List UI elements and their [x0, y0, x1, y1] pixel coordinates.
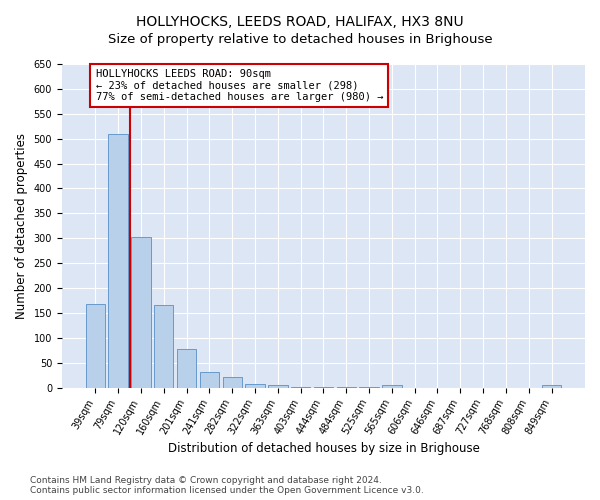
Bar [223, 376, 242, 388]
Text: HOLLYHOCKS LEEDS ROAD: 90sqm
← 23% of detached houses are smaller (298)
77% of s: HOLLYHOCKS LEEDS ROAD: 90sqm ← 23% of de… [95, 69, 383, 102]
Y-axis label: Number of detached properties: Number of detached properties [15, 133, 28, 319]
Bar [268, 385, 287, 388]
Bar [245, 384, 265, 388]
Bar [542, 385, 561, 388]
X-axis label: Distribution of detached houses by size in Brighouse: Distribution of detached houses by size … [167, 442, 479, 455]
Text: Size of property relative to detached houses in Brighouse: Size of property relative to detached ho… [107, 32, 493, 46]
Bar [109, 134, 128, 388]
Bar [382, 385, 401, 388]
Bar [177, 348, 196, 388]
Bar [86, 304, 105, 388]
Bar [154, 306, 173, 388]
Bar [131, 237, 151, 388]
Text: HOLLYHOCKS, LEEDS ROAD, HALIFAX, HX3 8NU: HOLLYHOCKS, LEEDS ROAD, HALIFAX, HX3 8NU [136, 15, 464, 29]
Text: Contains HM Land Registry data © Crown copyright and database right 2024.
Contai: Contains HM Land Registry data © Crown c… [30, 476, 424, 495]
Bar [291, 386, 310, 388]
Bar [200, 372, 219, 388]
